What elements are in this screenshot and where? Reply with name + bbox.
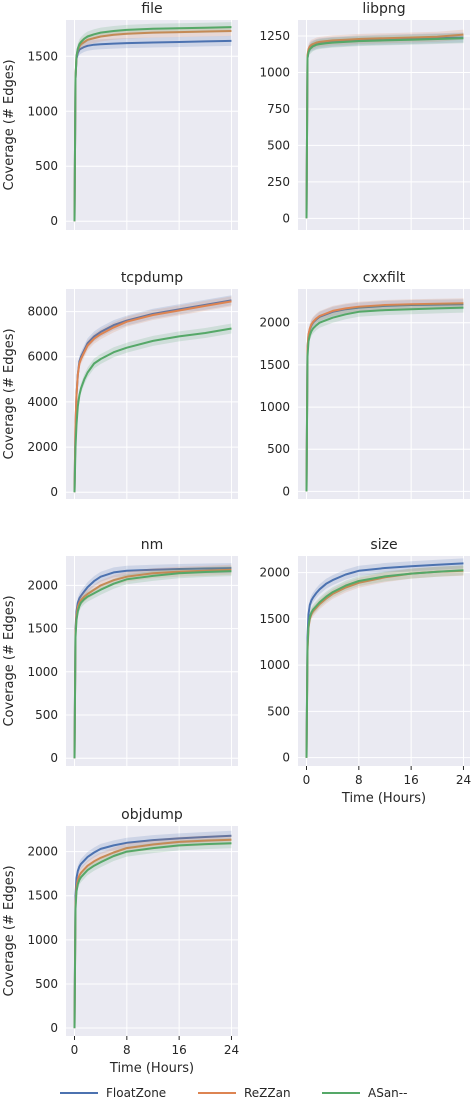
x-tick-label: 0 [71, 1043, 79, 1057]
y-tick-label: 1000 [259, 66, 290, 80]
confidence-band-FloatZone [74, 830, 232, 1034]
x-axis-label: Time (Hours) [341, 791, 426, 806]
chart-title: nm [141, 537, 164, 553]
y-tick-label: 0 [50, 1021, 58, 1035]
chart-title: tcpdump [121, 270, 183, 286]
chart-panels: file 0 500 1000 1500 Coverage (# Edges) libpng… [2, 1, 471, 1076]
y-tick-label: 6000 [27, 350, 58, 364]
y-tick-label: 500 [35, 977, 58, 991]
chart-title: size [370, 537, 397, 553]
y-tick-label: 0 [50, 214, 58, 228]
y-tick-label: 0 [50, 485, 58, 499]
y-tick-label: 2000 [27, 440, 58, 454]
chart-panel-file: file 0 500 1000 1500 Coverage (# Edges) [2, 1, 238, 230]
y-tick-label: 1000 [27, 665, 58, 679]
y-tick-label: 1500 [27, 49, 58, 63]
plot-background [66, 556, 238, 766]
series-line-ASan-- [73, 327, 232, 493]
y-axis-label: Coverage (# Edges) [2, 865, 17, 996]
y-tick-label: 500 [35, 159, 58, 173]
x-tick-label: 16 [172, 1043, 187, 1057]
x-tick-label: 0 [303, 773, 311, 787]
plot-background [298, 20, 470, 230]
y-tick-label: 500 [267, 138, 290, 152]
y-tick-label: 1000 [27, 933, 58, 947]
y-tick-label: 2000 [259, 316, 290, 330]
chart-title: file [141, 1, 162, 17]
y-axis-label: Coverage (# Edges) [2, 595, 17, 726]
y-tick-label: 500 [267, 704, 290, 718]
series-line-ReZZan [305, 33, 464, 219]
series-line-ASan-- [73, 842, 232, 1029]
y-tick-label: 500 [35, 708, 58, 722]
confidence-band-FloatZone [74, 563, 232, 764]
chart-title: libpng [362, 1, 405, 17]
series-line-ASan-- [73, 26, 232, 222]
series-line-ReZZan [305, 302, 464, 492]
plot-background [298, 556, 470, 766]
plot-background [298, 289, 470, 499]
x-tick-label: 24 [224, 1043, 239, 1057]
y-tick-label: 2000 [27, 578, 58, 592]
confidence-band-ReZZan [306, 298, 464, 497]
series-line-ReZZan [73, 300, 232, 493]
plot-background [66, 20, 238, 230]
y-axis-label: Coverage (# Edges) [2, 328, 17, 459]
chart-panel-objdump: objdump 0 500 1000 1500 2000 0 8 16 24 Time (Hours… [2, 807, 239, 1076]
plot-background [66, 289, 238, 499]
x-tick-label: 16 [404, 773, 419, 787]
x-tick-label: 8 [123, 1043, 131, 1057]
chart-title: cxxfilt [363, 270, 406, 286]
series-line-ASan-- [305, 37, 464, 219]
legend-label: FloatZone [106, 1086, 166, 1098]
chart-title: objdump [121, 807, 183, 823]
y-tick-label: 750 [267, 102, 290, 116]
y-tick-label: 2000 [259, 566, 290, 580]
y-tick-label: 1500 [259, 358, 290, 372]
legend-item-FloatZone: FloatZone [60, 1086, 166, 1098]
chart-panel-tcpdump: tcpdump 0 2000 4000 6000 8000 Coverage (# Edge… [2, 270, 238, 499]
y-axis-label: Coverage (# Edges) [2, 59, 17, 190]
chart-panel-nm: nm 0 500 1000 1500 2000 Coverage (# Edges) [2, 537, 238, 766]
legend: FloatZone ReZZan ASan-- [60, 1086, 407, 1098]
legend-label: ReZZan [244, 1086, 291, 1098]
y-tick-label: 8000 [27, 305, 58, 319]
series-line-ASan-- [305, 569, 464, 758]
series-line-ASan-- [305, 306, 464, 492]
series-line-FloatZone [73, 834, 232, 1029]
x-tick-label: 8 [355, 773, 363, 787]
y-tick-label: 250 [267, 175, 290, 189]
y-tick-label: 0 [50, 751, 58, 765]
y-tick-label: 2000 [27, 845, 58, 859]
confidence-band-FloatZone [306, 299, 464, 497]
y-tick-label: 1000 [259, 400, 290, 414]
chart-panel-size: size 0 500 1000 1500 2000 0 8 16 24 Time (Hours) [259, 537, 471, 806]
legend-label: ASan-- [368, 1086, 407, 1098]
y-tick-label: 500 [267, 442, 290, 456]
y-tick-label: 1500 [27, 889, 58, 903]
legend-item-ASan--: ASan-- [322, 1086, 407, 1098]
x-axis-label: Time (Hours) [109, 1061, 194, 1076]
x-tick-label: 24 [456, 773, 471, 787]
series-line-ASan-- [73, 570, 232, 759]
series-line-FloatZone [305, 562, 464, 758]
y-tick-label: 1000 [259, 658, 290, 672]
y-tick-label: 1500 [27, 622, 58, 636]
y-tick-label: 1000 [27, 104, 58, 118]
chart-panel-libpng: libpng 0 250 500 750 1000 1250 [259, 1, 470, 230]
y-tick-label: 0 [282, 211, 290, 225]
chart-panel-cxxfilt: cxxfilt 0 500 1000 1500 2000 [259, 270, 470, 499]
y-tick-label: 4000 [27, 395, 58, 409]
y-tick-label: 0 [282, 751, 290, 765]
y-tick-label: 1250 [259, 29, 290, 43]
legend-item-ReZZan: ReZZan [198, 1086, 291, 1098]
y-tick-label: 1500 [259, 612, 290, 626]
y-tick-label: 0 [282, 484, 290, 498]
